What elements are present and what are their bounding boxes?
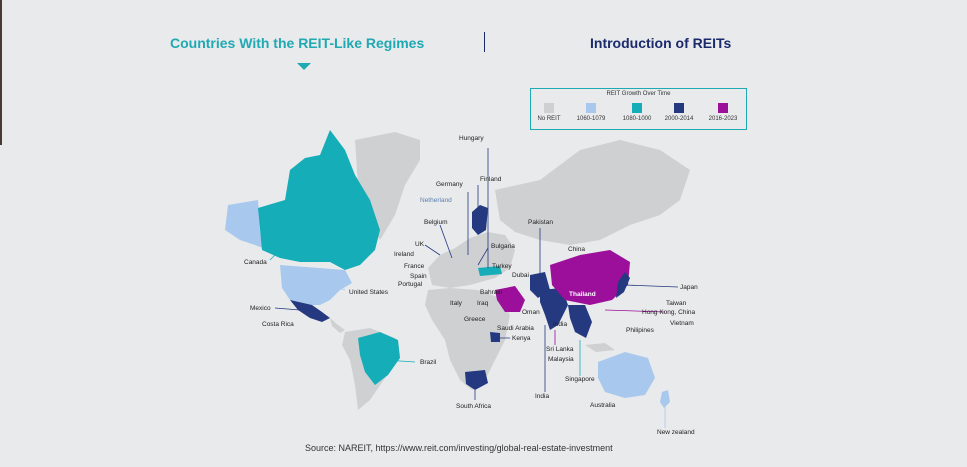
china-shape (550, 250, 630, 305)
leader-belgium (439, 224, 453, 259)
central-america-shape (330, 318, 345, 333)
legend-item-1080-1000: 1080-1000 (615, 103, 659, 122)
source-link[interactable]: https://www.reit.com/investing/global-re… (375, 443, 613, 453)
label-singapore: Singapore (565, 376, 595, 383)
legend-swatch (544, 103, 554, 113)
label-japan: Japan (680, 284, 698, 291)
label-saudi-arabia: Saudi Arabia (497, 325, 534, 332)
label-italy: Italy (450, 300, 462, 307)
legend-label: 2000-2014 (664, 116, 694, 122)
legend-label: 2016-2023 (708, 116, 738, 122)
japan-shape (616, 272, 630, 298)
label-greece: Greece (464, 316, 486, 323)
label-south-africa: South Africa (456, 403, 492, 410)
leader-mexico (274, 307, 301, 311)
label-new-zealand: New zealand (657, 429, 695, 436)
legend-label: 1060-1079 (576, 116, 606, 122)
label-sri-lanka: Sri Lanka (546, 346, 574, 353)
left-edge-bar (0, 0, 2, 145)
label-united-states: United States (349, 289, 389, 296)
southeast-asia-shape (568, 305, 592, 338)
legend-swatch (674, 103, 684, 113)
tab-countries-reit-like-regimes[interactable]: Countries With the REIT-Like Regimes (170, 35, 425, 51)
label-thailand: Thailand (569, 291, 596, 298)
label-india-bottom: India (535, 393, 550, 400)
label-canada: Canada (244, 259, 267, 266)
indonesia-shape (585, 343, 615, 352)
legend-swatch (718, 103, 728, 113)
legend-label: 1080-1000 (622, 116, 652, 122)
alaska-shape (225, 200, 268, 250)
source-note: Source: NAREIT, https://www.reit.com/inv… (305, 443, 613, 453)
map-legend: REIT Growth Over Time No REIT 1060-1079 … (530, 88, 747, 130)
legend-label: No REIT (537, 116, 561, 122)
label-germany: Germany (436, 181, 463, 188)
label-india-center: India (553, 321, 568, 328)
label-mexico: Mexico (250, 305, 271, 312)
legend-item-1060-1079: 1060-1079 (569, 103, 613, 122)
leader-canada (269, 239, 291, 261)
active-tab-indicator (297, 63, 311, 70)
label-costa-rica: Costa Rica (262, 321, 294, 328)
label-netherland: Netherland (420, 197, 452, 204)
australia-shape (598, 352, 655, 398)
south-africa-shape (465, 370, 488, 390)
label-finland: Finland (480, 176, 502, 183)
label-belgium: Belgium (424, 219, 448, 226)
legend-swatch (632, 103, 642, 113)
finland-shape (472, 205, 488, 235)
label-hong-kong-china: Hong Kong, China (642, 309, 696, 316)
label-iraq: Iraq (477, 300, 489, 307)
label-vietnam: Vietnam (670, 320, 694, 327)
label-malaysia: Malaysia (548, 356, 574, 363)
label-oman: Oman (522, 309, 540, 316)
leader-turkey (489, 267, 496, 271)
label-brazil: Brazil (420, 359, 437, 366)
russia-shape (495, 140, 690, 245)
india-shape (540, 288, 568, 330)
legend-title: REIT Growth Over Time (606, 91, 671, 97)
leader-united-states (329, 284, 346, 291)
label-ireland: Ireland (394, 251, 414, 258)
africa-shape (425, 288, 510, 390)
canada-shape (258, 130, 380, 270)
europe-shape (428, 232, 515, 288)
new-zealand-shape (660, 390, 670, 408)
leader-hong-kong (604, 309, 666, 313)
saudi-arabia-shape (495, 286, 525, 312)
label-turkey: Turkey (492, 263, 512, 270)
label-bahrain: Bahrain (480, 289, 503, 296)
label-pakistan: Pakistan (528, 219, 553, 226)
brazil-shape (358, 332, 400, 385)
leader-uk (424, 244, 441, 256)
source-prefix: Source: NAREIT, (305, 443, 376, 453)
label-china: China (568, 246, 585, 253)
united-states-shape (280, 265, 352, 305)
label-dubai: Dubai (512, 272, 529, 279)
label-australia: Australia (590, 402, 616, 409)
legend-item-2016-2023: 2016-2023 (701, 103, 745, 122)
label-taiwan: Taiwan (666, 300, 687, 307)
mexico-shape (290, 300, 330, 322)
label-kenya: Kenya (512, 335, 531, 342)
leader-bulgaria (477, 247, 489, 266)
label-hungary: Hungary (459, 135, 484, 142)
label-philipines: Philipines (626, 327, 654, 334)
tab-introduction-of-reits[interactable]: Introduction of REITs (590, 35, 732, 51)
label-spain: Spain (410, 273, 427, 280)
legend-item-no-reit: No REIT (533, 103, 565, 122)
legend-item-2000-2014: 2000-2014 (657, 103, 701, 122)
leader-japan (624, 284, 679, 288)
label-portugal: Portugal (398, 281, 423, 288)
tab-separator (484, 32, 485, 52)
leader-brazil (384, 359, 416, 363)
label-uk: UK (415, 241, 425, 248)
kenya-shape (490, 332, 500, 342)
turkey-shape (478, 266, 502, 276)
legend-swatch (586, 103, 596, 113)
label-france: France (404, 263, 425, 270)
label-bulgaria: Bulgaria (491, 243, 515, 250)
